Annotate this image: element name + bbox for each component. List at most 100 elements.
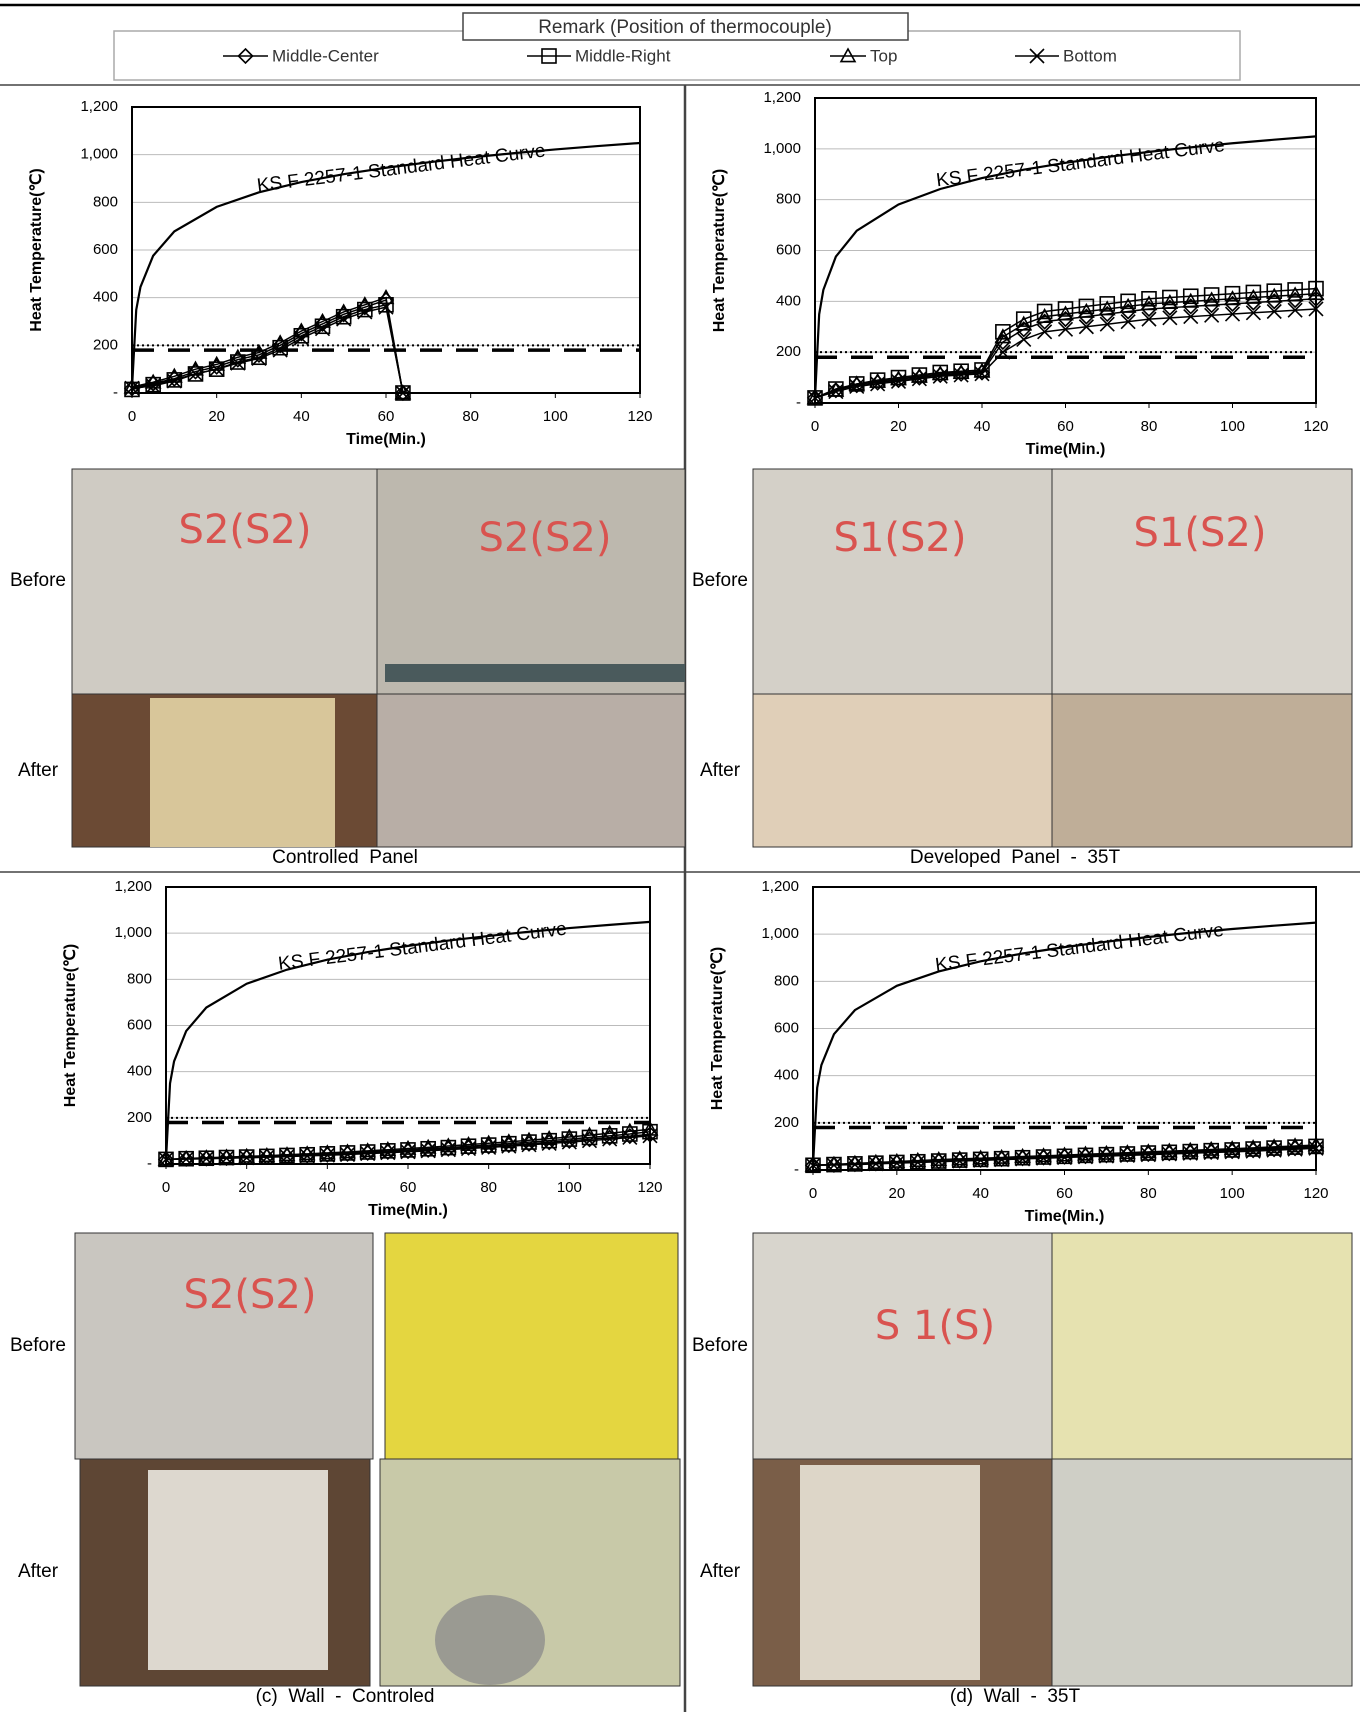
x-tick-label: 120 bbox=[1303, 418, 1328, 435]
marker bbox=[521, 1137, 537, 1153]
marker bbox=[440, 1142, 456, 1158]
y-tick-label: 400 bbox=[776, 292, 801, 309]
marker bbox=[218, 1148, 235, 1164]
row-label: Before bbox=[692, 1335, 748, 1356]
y-tick-label: 600 bbox=[127, 1016, 152, 1033]
y-tick-label: 800 bbox=[774, 972, 799, 989]
marker bbox=[209, 361, 225, 377]
photo bbox=[376, 693, 686, 848]
photo bbox=[752, 1232, 1053, 1460]
marker bbox=[501, 1138, 517, 1154]
marker bbox=[1029, 48, 1045, 64]
y-tick-label: 600 bbox=[774, 1019, 799, 1036]
marker bbox=[1245, 305, 1261, 321]
marker bbox=[888, 1152, 906, 1168]
y-tick-label: 200 bbox=[776, 343, 801, 360]
marker bbox=[931, 1154, 947, 1170]
x-tick-label: 100 bbox=[1220, 1185, 1245, 1202]
x-tick-label: 0 bbox=[128, 408, 136, 425]
marker bbox=[846, 1154, 864, 1170]
marker bbox=[1224, 285, 1241, 302]
photo-panel: S2(S2) S2(S2) Before After Controlled Pa… bbox=[10, 468, 686, 868]
y-tick-label: 400 bbox=[774, 1067, 799, 1084]
marker bbox=[1057, 301, 1074, 317]
x-tick-label: 20 bbox=[888, 1185, 905, 1202]
marker bbox=[460, 1140, 477, 1157]
marker bbox=[1203, 291, 1220, 307]
marker bbox=[293, 330, 309, 346]
marker bbox=[870, 376, 886, 392]
marker bbox=[238, 1147, 256, 1163]
x-tick-label: 0 bbox=[811, 418, 819, 435]
photo bbox=[1051, 468, 1353, 695]
marker bbox=[561, 1134, 577, 1150]
marker bbox=[541, 1135, 557, 1152]
photo-detail bbox=[800, 1465, 980, 1680]
marker bbox=[481, 1139, 497, 1155]
x-tick-label: 20 bbox=[208, 408, 225, 425]
marker bbox=[166, 373, 182, 389]
x-axis-label: Time(Min.) bbox=[1026, 441, 1106, 458]
x-tick-label: 60 bbox=[378, 408, 395, 425]
y-tick-label: - bbox=[147, 1155, 152, 1172]
series-line bbox=[812, 1144, 1317, 1167]
x-tick-label: 80 bbox=[480, 1179, 497, 1196]
marker bbox=[890, 373, 907, 389]
photo bbox=[1051, 693, 1353, 848]
marker bbox=[1266, 303, 1282, 320]
marker bbox=[237, 47, 254, 65]
marker bbox=[1057, 321, 1074, 337]
marker bbox=[1099, 316, 1115, 332]
y-tick-label: 1,000 bbox=[80, 146, 118, 163]
marker bbox=[187, 366, 204, 382]
marker bbox=[251, 350, 267, 367]
photo-marking: S2(S2) bbox=[184, 1272, 317, 1318]
photo-detail bbox=[148, 1470, 328, 1670]
photo bbox=[74, 1232, 374, 1460]
plot-frame bbox=[131, 106, 641, 394]
marker bbox=[1057, 305, 1074, 321]
x-tick-label: 120 bbox=[1303, 1185, 1328, 1202]
y-axis-label: Heat Temperature(℃) bbox=[28, 168, 45, 331]
marker bbox=[1078, 319, 1094, 335]
row-label: After bbox=[700, 760, 741, 781]
x-tick-label: 120 bbox=[637, 1179, 662, 1196]
x-tick-label: 20 bbox=[890, 418, 907, 435]
marker bbox=[336, 311, 352, 327]
x-tick-label: 80 bbox=[1140, 1185, 1157, 1202]
marker bbox=[319, 1147, 335, 1163]
marker bbox=[480, 1137, 497, 1153]
row-label: Before bbox=[10, 570, 66, 591]
marker bbox=[1141, 311, 1157, 327]
legend-title-box bbox=[462, 12, 909, 41]
marker bbox=[145, 378, 161, 394]
x-axis-label: Time(Min.) bbox=[368, 1202, 448, 1219]
marker bbox=[910, 1154, 926, 1171]
marker bbox=[279, 1149, 295, 1165]
y-tick-label: - bbox=[796, 394, 801, 411]
x-tick-label: 0 bbox=[162, 1179, 170, 1196]
panel-caption: Controlled Panel bbox=[272, 847, 418, 868]
plot-frame bbox=[165, 886, 651, 1165]
x-tick-label: 20 bbox=[238, 1179, 255, 1196]
marker bbox=[1182, 292, 1200, 308]
marker bbox=[1140, 295, 1158, 311]
marker bbox=[1203, 287, 1220, 303]
panel-caption: (c) Wall - Controled bbox=[256, 1686, 435, 1707]
marker bbox=[1224, 1144, 1240, 1160]
y-axis-label: Heat Temperature(℃) bbox=[709, 947, 726, 1110]
x-tick-label: 120 bbox=[627, 408, 652, 425]
marker bbox=[1077, 1149, 1094, 1165]
marker bbox=[1098, 300, 1116, 316]
marker bbox=[1015, 1151, 1031, 1167]
marker bbox=[1162, 289, 1178, 306]
marker bbox=[356, 296, 374, 312]
photo-detail bbox=[435, 1595, 545, 1685]
legend-label: Bottom bbox=[1063, 46, 1117, 65]
standard-curve bbox=[813, 135, 1317, 398]
row-label: After bbox=[18, 760, 59, 781]
marker bbox=[932, 368, 948, 384]
photo bbox=[752, 693, 1053, 848]
